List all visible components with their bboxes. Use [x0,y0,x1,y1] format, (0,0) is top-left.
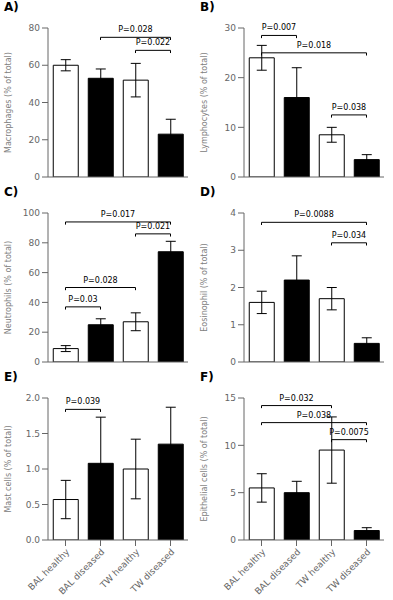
svg-text:2: 2 [230,283,236,293]
svg-text:P=0.038: P=0.038 [332,103,366,112]
svg-text:0: 0 [34,357,40,367]
html-text:E): E) [4,370,18,384]
svg-text:5: 5 [230,488,236,498]
svg-text:0: 0 [230,172,236,182]
svg-text:10: 10 [225,123,237,133]
svg-text:P=0.034: P=0.034 [332,231,366,240]
svg-text:Macrophages (% of total): Macrophages (% of total) [8,52,13,153]
svg-text:80: 80 [29,23,41,33]
svg-text:60: 60 [29,268,41,278]
svg-text:P=0.028: P=0.028 [83,276,117,285]
svg-text:P=0.028: P=0.028 [118,25,152,34]
svg-text:1.0: 1.0 [26,464,41,474]
svg-text:30: 30 [225,23,237,33]
svg-text:TW diseased: TW diseased [324,547,372,595]
html-text:F): F) [200,370,214,384]
svg-text:80: 80 [29,238,41,248]
svg-text:10: 10 [225,441,237,451]
svg-text:BAL diseased: BAL diseased [253,547,303,597]
svg-text:Epithelial cells (% of total): Epithelial cells (% of total) [200,416,209,521]
svg-text:P=0.017: P=0.017 [101,210,135,219]
svg-text:P=0.022: P=0.022 [136,38,170,47]
svg-text:P=0.03: P=0.03 [68,295,97,304]
svg-text:1.5: 1.5 [26,429,40,439]
svg-text:40: 40 [29,98,41,108]
html-text:D): D) [200,185,216,199]
svg-text:0: 0 [230,535,236,545]
svg-text:P=0.007: P=0.007 [262,23,296,32]
svg-text:P=0.032: P=0.032 [279,394,313,403]
svg-text:2.0: 2.0 [26,393,41,403]
svg-text:BAL diseased: BAL diseased [57,547,107,597]
svg-text:P=0.018: P=0.018 [297,41,331,50]
html-text:C): C) [4,185,19,199]
svg-text:4: 4 [230,208,236,218]
svg-text:TW healthy: TW healthy [98,546,142,591]
svg-text:P=0.038: P=0.038 [297,411,331,420]
svg-text:20: 20 [29,327,41,337]
svg-text:20: 20 [29,135,41,145]
svg-text:15: 15 [225,393,236,403]
svg-text:0.5: 0.5 [26,500,40,510]
svg-text:P=0.039: P=0.039 [66,397,100,406]
svg-text:0.0: 0.0 [26,535,41,545]
svg-text:BAL healthy: BAL healthy [26,546,72,593]
svg-text:0: 0 [230,357,236,367]
html-text:A): A) [4,0,19,14]
svg-text:1: 1 [230,320,236,330]
html-text:B): B) [200,0,215,14]
svg-text:TW healthy: TW healthy [294,546,338,591]
svg-text:Lymphocytes (% of total): Lymphocytes (% of total) [200,52,209,152]
svg-text:Eosinophil (% of total): Eosinophil (% of total) [200,243,209,331]
svg-text:Neutrophils (% of total): Neutrophils (% of total) [8,241,13,334]
svg-text:P=0.021: P=0.021 [136,222,170,231]
svg-text:BAL healthy: BAL healthy [222,546,268,593]
svg-text:0: 0 [34,172,40,182]
svg-text:100: 100 [23,208,40,218]
svg-text:3: 3 [230,245,236,255]
svg-text:P=0.0088: P=0.0088 [294,210,334,219]
svg-text:Mast cells (% of total): Mast cells (% of total) [8,425,13,512]
svg-text:P=0.0075: P=0.0075 [329,428,369,437]
svg-text:20: 20 [225,73,237,83]
svg-text:40: 40 [29,298,41,308]
svg-text:TW diseased: TW diseased [128,547,176,595]
svg-text:60: 60 [29,60,41,70]
